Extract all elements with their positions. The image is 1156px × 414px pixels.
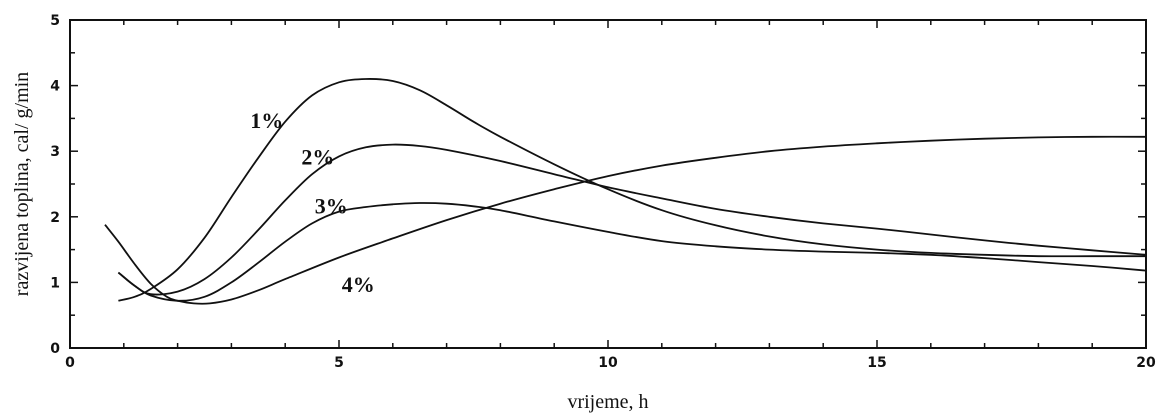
series-label-2: 2%	[301, 144, 334, 169]
x-tick-label: 20	[1136, 355, 1156, 371]
y-tick-label: 5	[50, 13, 60, 29]
x-tick-label: 15	[867, 355, 886, 371]
series-lines	[104, 78, 1147, 305]
series-line-3	[117, 202, 1147, 302]
x-axis-title: vrijeme, h	[567, 391, 648, 413]
y-axis-title: razvijena toplina, cal/ g/min	[11, 72, 33, 296]
x-tick-label: 0	[65, 355, 75, 371]
series-label-1: 1%	[250, 108, 283, 133]
series-label-4: 4%	[342, 272, 375, 297]
series-labels: 1% 2% 3% 4%	[250, 108, 374, 297]
y-tick-label: 0	[50, 341, 60, 357]
series-line-2	[117, 143, 1147, 296]
y-tick-label: 4	[50, 79, 60, 95]
axis-ticks	[69, 19, 1147, 349]
y-tick-label: 1	[50, 275, 60, 291]
series-label-3: 3%	[315, 194, 348, 219]
y-tick-label: 3	[50, 144, 60, 160]
y-tick-label: 2	[50, 210, 60, 226]
series-line-4	[104, 135, 1147, 305]
series-line-1	[118, 78, 1146, 302]
x-tick-label: 10	[598, 355, 618, 371]
axis-tick-labels: 0 5 10 15 20 0 1 2 3 4 5	[50, 13, 1156, 371]
x-tick-label: 5	[334, 355, 344, 371]
